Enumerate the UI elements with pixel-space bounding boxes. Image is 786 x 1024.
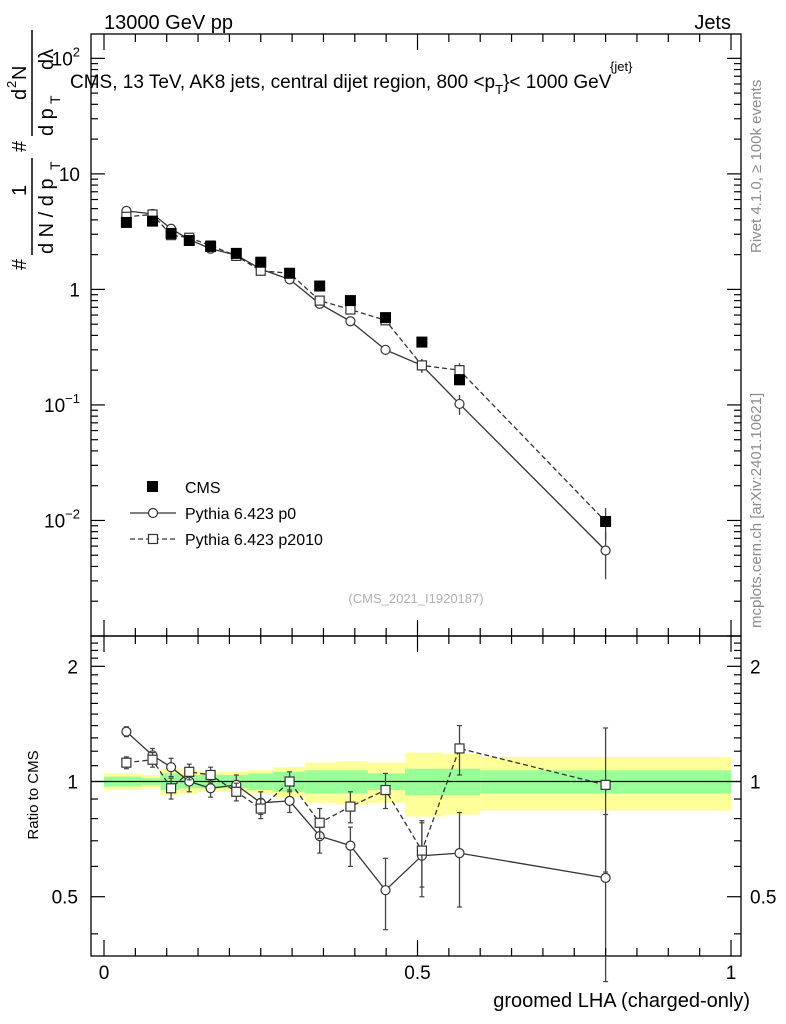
p2010-point-9 (345, 304, 356, 315)
data-point-5 (230, 247, 242, 259)
ratio-point-2-1 (147, 754, 158, 765)
p0-point-10 (380, 344, 391, 355)
legend-label-cms: CMS (185, 480, 221, 497)
ratio-ytick-label-left-1: 1 (67, 773, 78, 794)
xtick-label-0: 0 (99, 963, 110, 984)
legend: CMS Pythia 6.423 p0 Pythia 6.423 p2010 (130, 480, 323, 549)
ratio-point-2-6 (255, 803, 266, 814)
legend-marker-p2010 (147, 533, 159, 545)
data-point-11 (416, 336, 428, 348)
ratio-line-1 (125, 731, 606, 892)
ratio-point-2-12 (454, 743, 465, 754)
data-point-6 (255, 256, 267, 268)
ratio-point-1-10 (380, 885, 391, 896)
p0-point-9 (345, 316, 356, 327)
data-point-2 (165, 227, 177, 239)
legend-label-p2010: Pythia 6.423 p2010 (185, 532, 323, 549)
data-point-8 (314, 280, 326, 292)
ytick-label-4: 10−2 (44, 506, 80, 532)
ratio-ytick-label-right-2: 0.5 (750, 888, 776, 909)
header-right: Jets (694, 12, 731, 34)
data-point-4 (205, 241, 217, 253)
ylabel-dlambda: dλ (36, 49, 58, 70)
ratio-point-1-12 (454, 848, 465, 859)
data-point-12 (454, 374, 466, 386)
ytick-label-3: 10−1 (44, 391, 80, 417)
ratio-ytick-label-right-0: 2 (750, 657, 761, 678)
axis-ticks: 102 10 1 10−1 10−2 2 2 1 1 0.5 0.5 0 0.5 1 (44, 34, 776, 984)
xtick-label-1: 0.5 (404, 963, 430, 984)
ratio-point-1-7 (284, 795, 295, 806)
ratio-point-2-8 (314, 817, 325, 828)
data-point-10 (380, 312, 392, 324)
ylabel-hash-2: # (9, 140, 31, 152)
data-point-7 (284, 267, 296, 279)
ratio-ylabel: Ratio to CMS (25, 750, 42, 839)
ratio-ytick-label-left-2: 0.5 (52, 888, 78, 909)
ylabel-d2N-N: N (9, 66, 31, 80)
ylabel-dN-dpT: d N / d p (36, 178, 58, 254)
ratio-point-2-0 (121, 757, 132, 768)
ylabel-T2-sub: T (47, 95, 63, 104)
data-point-13 (600, 515, 612, 527)
ratio-point-1-2 (165, 762, 177, 773)
ratio-point-1-13 (600, 872, 611, 883)
x-axis-label: groomed LHA (charged-only) (493, 990, 750, 1012)
p0-point-12 (454, 398, 465, 410)
p2010-point-12 (454, 365, 465, 376)
data-point-0 (120, 216, 132, 228)
ratio-point-1-4 (205, 783, 216, 794)
analysis-id: (CMS_2021_I1920187) (348, 591, 483, 606)
bottom-frame (90, 635, 742, 957)
ylabel-dpT: d p (36, 108, 58, 136)
ratio-ytick-label-right-1: 1 (750, 773, 761, 794)
data-point-1 (147, 215, 159, 227)
ytick-label-1: 10 (59, 165, 80, 186)
ylabel-d2N-2: 2 (4, 81, 19, 88)
plot-title-end: }< 1000 GeV (503, 72, 612, 93)
ratio-point-2-9 (345, 801, 356, 812)
ratio-point-2-5 (231, 786, 242, 797)
ratio-point-2-11 (416, 845, 427, 856)
ytick-label-0: 102 (52, 44, 80, 70)
ratio-point-1-9 (345, 840, 356, 851)
legend-marker-p0 (147, 507, 159, 519)
ratio-point-2-3 (184, 766, 195, 777)
mcplots-label: mcplots.cern.ch [arXiv:2401.10621] (748, 393, 765, 628)
series-line-2 (126, 213, 607, 522)
ratio-point-2-4 (205, 769, 216, 781)
ratio-ytick-label-left-0: 2 (67, 657, 78, 678)
p2010-point-8 (314, 295, 325, 306)
rivet-label: Rivet 4.1.0, ≥ 100k events (748, 80, 765, 253)
series-line-1 (126, 210, 607, 551)
ratio-point-2-2 (165, 783, 177, 794)
ylabel-T-sub: T (47, 161, 63, 170)
plot-title-main: CMS, 13 TeV, AK8 jets, central dijet reg… (70, 72, 495, 93)
legend-label-p0: Pythia 6.423 p0 (185, 506, 296, 523)
ylabel-hash-1: # (9, 258, 31, 270)
ratio-point-1-0 (121, 726, 132, 737)
legend-marker-cms (147, 481, 158, 492)
ytick-label-2: 1 (69, 280, 80, 301)
plot-title-sub: T (495, 82, 503, 97)
top-ylabel: # 1 d N / d p T # d 2 N d p T dλ (4, 30, 63, 270)
series-marks (120, 205, 612, 983)
p2010-point-11 (416, 360, 427, 371)
data-point-9 (344, 295, 356, 307)
p0-point-13 (600, 545, 611, 556)
ylabel-one: 1 (9, 185, 31, 196)
data-point-3 (183, 235, 195, 247)
plot-title: CMS, 13 TeV, AK8 jets, central dijet reg… (70, 72, 612, 97)
ylabel-d2N-d: d (9, 89, 31, 100)
plot-title-sup: {jet} (610, 59, 633, 74)
ratio-point-2-7 (284, 776, 295, 787)
ratio-point-2-13 (600, 779, 611, 790)
header-left: 13000 GeV pp (104, 12, 233, 34)
ratio-point-2-10 (380, 784, 391, 796)
xtick-label-2: 1 (726, 963, 737, 984)
